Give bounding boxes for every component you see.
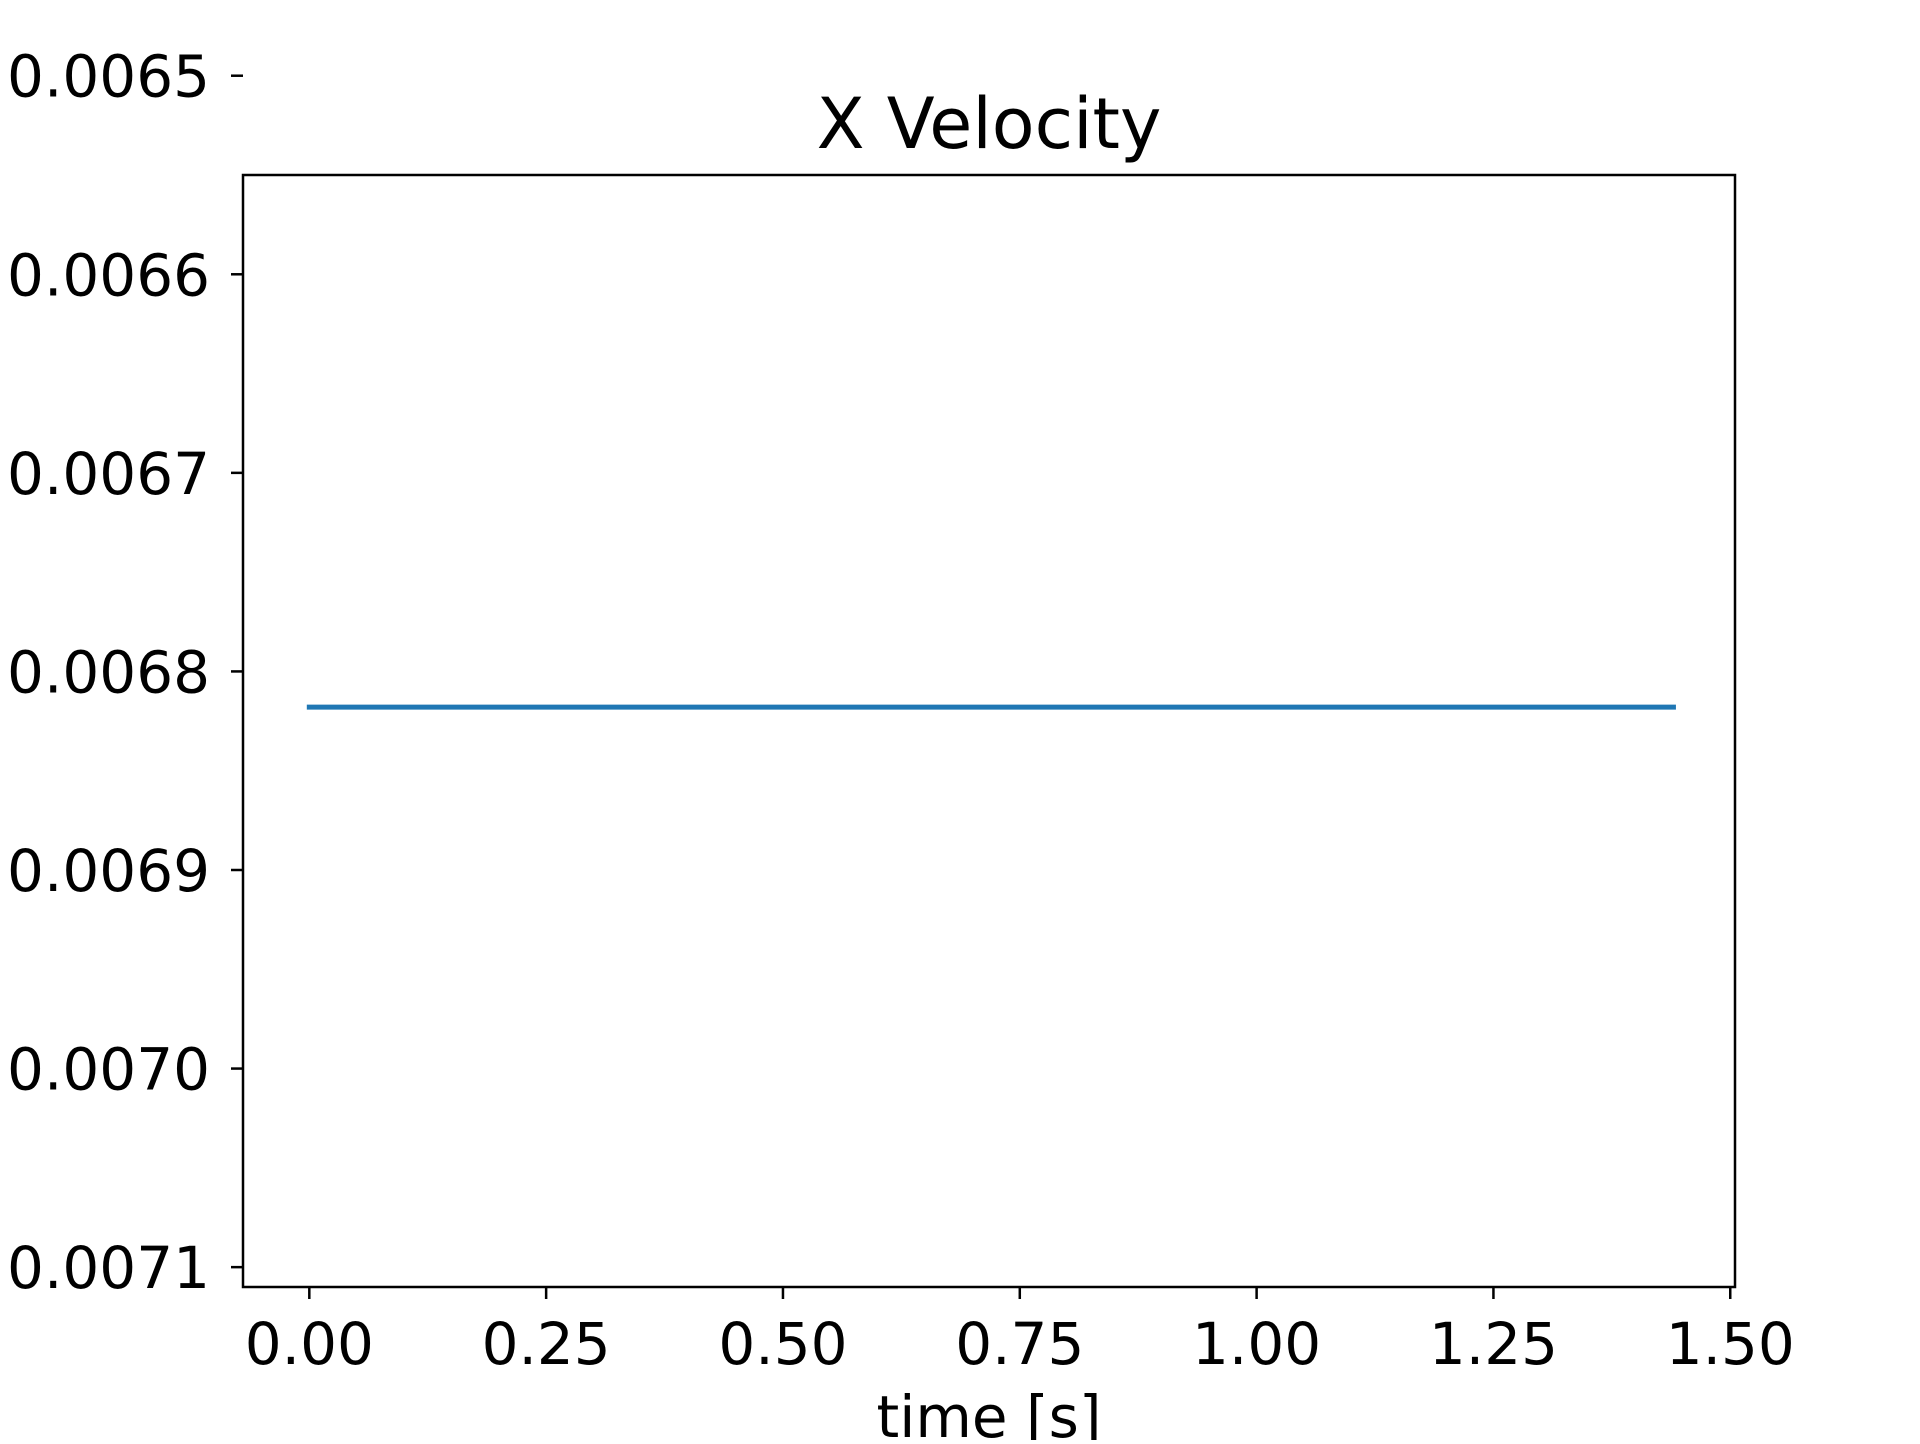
y-tick-label: 0.0067	[7, 440, 210, 508]
axis-ticks: 0.00 0.25 0.50 0.75 1.00 1.25 1.50 0.0065 0.0066…	[7, 43, 1795, 1378]
x-tick-label: 1.50	[1666, 1310, 1795, 1378]
x-tick-label: 0.25	[482, 1310, 611, 1378]
chart-title: X Velocity	[817, 83, 1162, 165]
x-tick-label: 1.00	[1192, 1310, 1321, 1378]
y-tick-label: 0.0066	[7, 241, 210, 309]
x-tick-label: 0.75	[955, 1310, 1084, 1378]
axes-frame	[241, 173, 1737, 1289]
y-tick-label: 0.0071	[7, 1234, 210, 1302]
x-tick-label: 0.50	[718, 1310, 847, 1378]
y-tick-label: 0.0065	[7, 43, 210, 111]
y-tick-label: 0.0068	[7, 638, 210, 706]
x-tick-label: 1.25	[1429, 1310, 1558, 1378]
x-tick-label: 0.00	[245, 1310, 374, 1378]
y-tick-label: 0.0070	[7, 1036, 210, 1104]
x-axis-label: time [s]	[877, 1383, 1102, 1440]
y-tick-label: 0.0069	[7, 837, 210, 905]
